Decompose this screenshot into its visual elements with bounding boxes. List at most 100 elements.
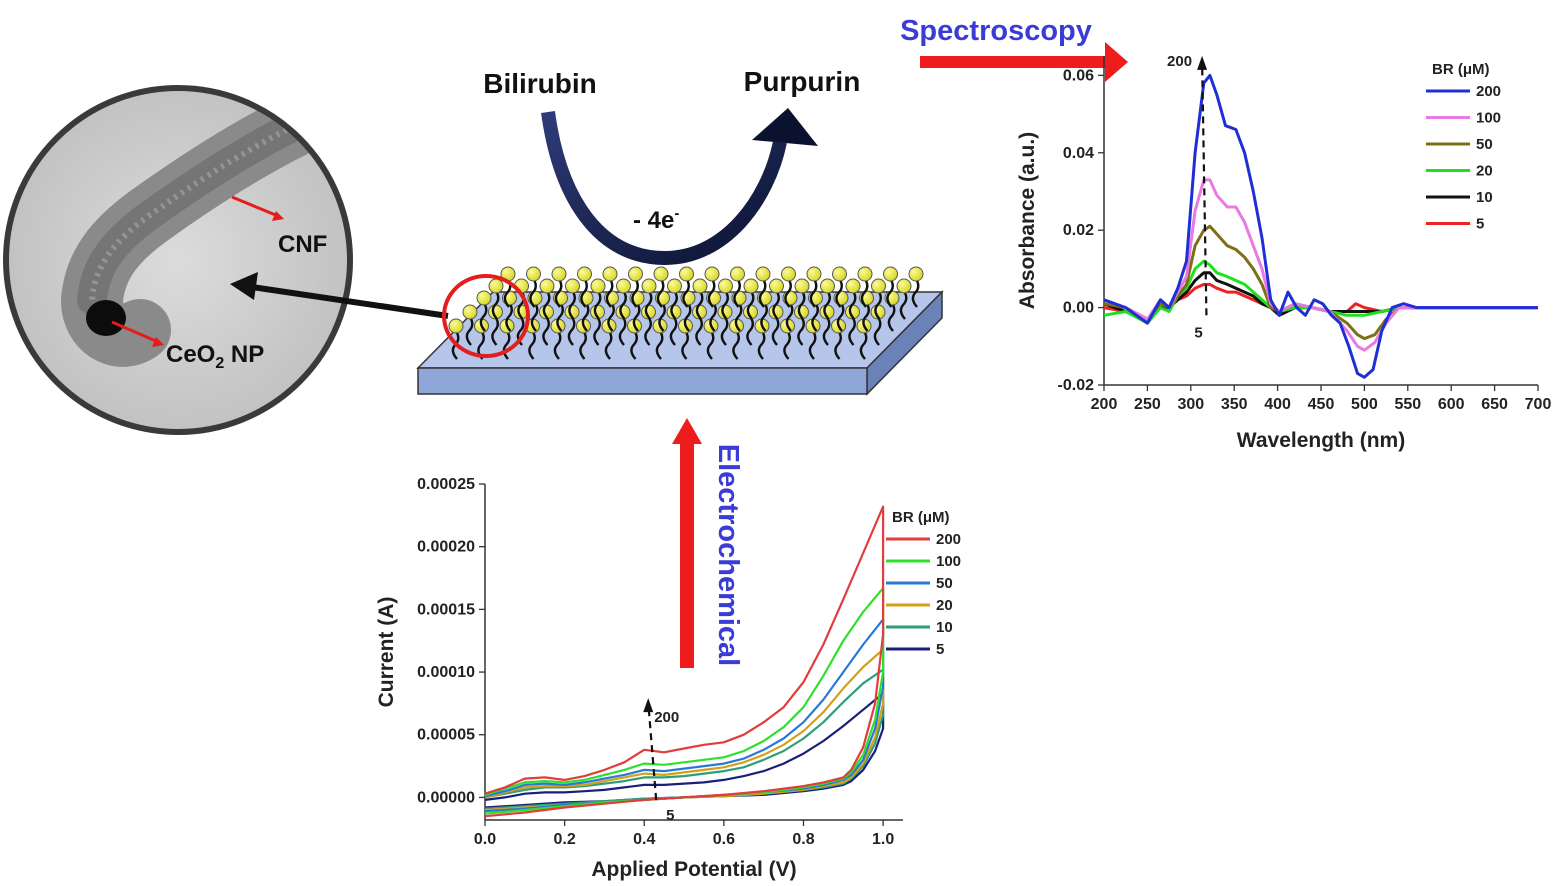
x-tick-label: 450: [1308, 396, 1335, 413]
series-line-200: [1103, 73, 1538, 379]
legend-entry-5: 5: [936, 641, 944, 658]
surface-molecule: [871, 278, 886, 320]
legend-entry-50: 50: [936, 575, 953, 592]
surface-molecule: [462, 304, 478, 346]
legend-entry-20: 20: [1476, 163, 1493, 180]
surface-molecule: [577, 266, 592, 308]
spectroscopy-label: Spectroscopy: [900, 15, 1092, 47]
legend-entry-5: 5: [1476, 216, 1484, 233]
annotation-bottom: 5: [1194, 324, 1202, 341]
annotation-bottom: 5: [666, 807, 674, 824]
series-line-100: [1103, 178, 1538, 352]
ceo2-nanoparticle: [86, 300, 126, 336]
surface-molecule: [743, 278, 759, 320]
trend-arrow-head: [643, 698, 654, 713]
surface-molecule: [755, 266, 771, 308]
legend-entry-100: 100: [936, 553, 961, 570]
surface-molecule: [641, 278, 657, 320]
cyclic-voltammetry-chart: 0.0 0.2 0.4 0.6 0.8 1.0 0.00000 0.00005 0.00010 0…: [375, 476, 961, 881]
legend-title: BR (μM): [1432, 61, 1490, 78]
surface-molecule: [679, 266, 694, 308]
surface-molecule: [820, 278, 835, 320]
purpurin-label: Purpurin: [744, 66, 861, 97]
surface-molecule: [539, 278, 555, 320]
cnf-label: CNF: [278, 231, 327, 258]
surface-molecule: [488, 278, 504, 320]
surface-molecule: [653, 266, 669, 308]
surface-molecule: [794, 278, 810, 320]
ceo2-pointer-arrow: [111, 320, 164, 347]
bilirubin-label: Bilirubin: [483, 68, 597, 99]
y-tick-label: 0.00015: [417, 601, 475, 618]
trend-arrow: [647, 702, 658, 801]
trend-arrow-head: [1197, 55, 1208, 70]
legend-entry-100: 100: [1476, 110, 1501, 127]
surface-molecule: [806, 266, 822, 308]
x-axis-title: Applied Potential (V): [591, 858, 796, 881]
conversion-arrow-head: [752, 108, 818, 146]
trend-arrow: [1200, 59, 1208, 316]
annotation-top: 200: [1167, 53, 1192, 70]
x-axis-title: Wavelength (nm): [1237, 429, 1405, 452]
surface-molecule: [616, 278, 631, 320]
legend-entry-200: 200: [1476, 83, 1501, 100]
surface-molecule: [692, 278, 708, 320]
x-tick-label: 550: [1394, 396, 1421, 413]
surface-molecule: [526, 266, 541, 308]
surface-molecule: [476, 290, 492, 332]
y-tick-label: 0.00010: [417, 664, 475, 681]
x-tick-label: 650: [1481, 396, 1508, 413]
highlight-circle: [442, 274, 530, 358]
ceo2-np-label: CeO2 NP: [166, 341, 264, 372]
x-tick-label: 300: [1177, 396, 1204, 413]
surface-molecule: [781, 266, 796, 308]
surface-molecule: [718, 278, 733, 320]
reaction-scheme: Bilirubin Purpurin - 4e-: [483, 66, 861, 266]
spectroscopy-arrow: [920, 42, 1128, 82]
y-tick-label: 0.00020: [417, 539, 475, 556]
annotation-top: 200: [654, 709, 679, 726]
y-tick-label: 0.00: [1063, 300, 1094, 317]
surface-molecule: [602, 266, 618, 308]
series-line-50: [1103, 224, 1538, 341]
absorbance-chart: 200 250 300 350 400 450 500 550 600 650 700-0.020.…: [1016, 53, 1551, 452]
x-tick-label: 0.2: [553, 831, 575, 848]
electrode-front-face: [417, 367, 868, 395]
y-axis-title: Absorbance (a.u.): [1016, 132, 1039, 309]
surface-molecule: [730, 266, 745, 308]
x-tick-label: 0.4: [633, 831, 655, 848]
surface-molecule: [667, 278, 682, 320]
x-tick-label: 250: [1134, 396, 1161, 413]
conversion-arrow: [541, 111, 787, 266]
x-tick-label: 0.6: [713, 831, 735, 848]
surface-molecules: [448, 266, 924, 360]
y-tick-label: 0.00005: [417, 727, 475, 744]
surface-molecule: [551, 266, 567, 308]
x-tick-label: 400: [1264, 396, 1291, 413]
surface-molecule: [908, 266, 924, 308]
x-tick-label: 500: [1351, 396, 1378, 413]
surface-molecule: [857, 266, 873, 308]
surface-molecule: [565, 278, 580, 320]
y-axis-title: Current (A): [375, 597, 398, 708]
x-tick-label: 0.8: [792, 831, 814, 848]
y-tick-label: -0.02: [1058, 377, 1095, 394]
y-tick-label: 0.02: [1063, 222, 1094, 239]
zoom-arrow: [230, 272, 449, 319]
functionalized-electrode: [416, 266, 944, 396]
surface-molecule: [896, 278, 912, 320]
surface-molecule: [883, 266, 898, 308]
series-line-20: [1103, 259, 1538, 325]
y-tick-label: 0.06: [1063, 67, 1094, 84]
x-tick-label: 0.0: [474, 831, 496, 848]
cnf-pointer-arrow: [231, 195, 284, 221]
series-line-200: [484, 505, 885, 818]
surface-molecule: [590, 278, 606, 320]
x-tick-label: 700: [1525, 396, 1552, 413]
surface-molecule: [769, 278, 784, 320]
surface-molecule: [832, 266, 847, 308]
x-tick-label: 1.0: [872, 831, 894, 848]
surface-molecule: [845, 278, 861, 320]
y-tick-label: 0.04: [1063, 145, 1094, 162]
